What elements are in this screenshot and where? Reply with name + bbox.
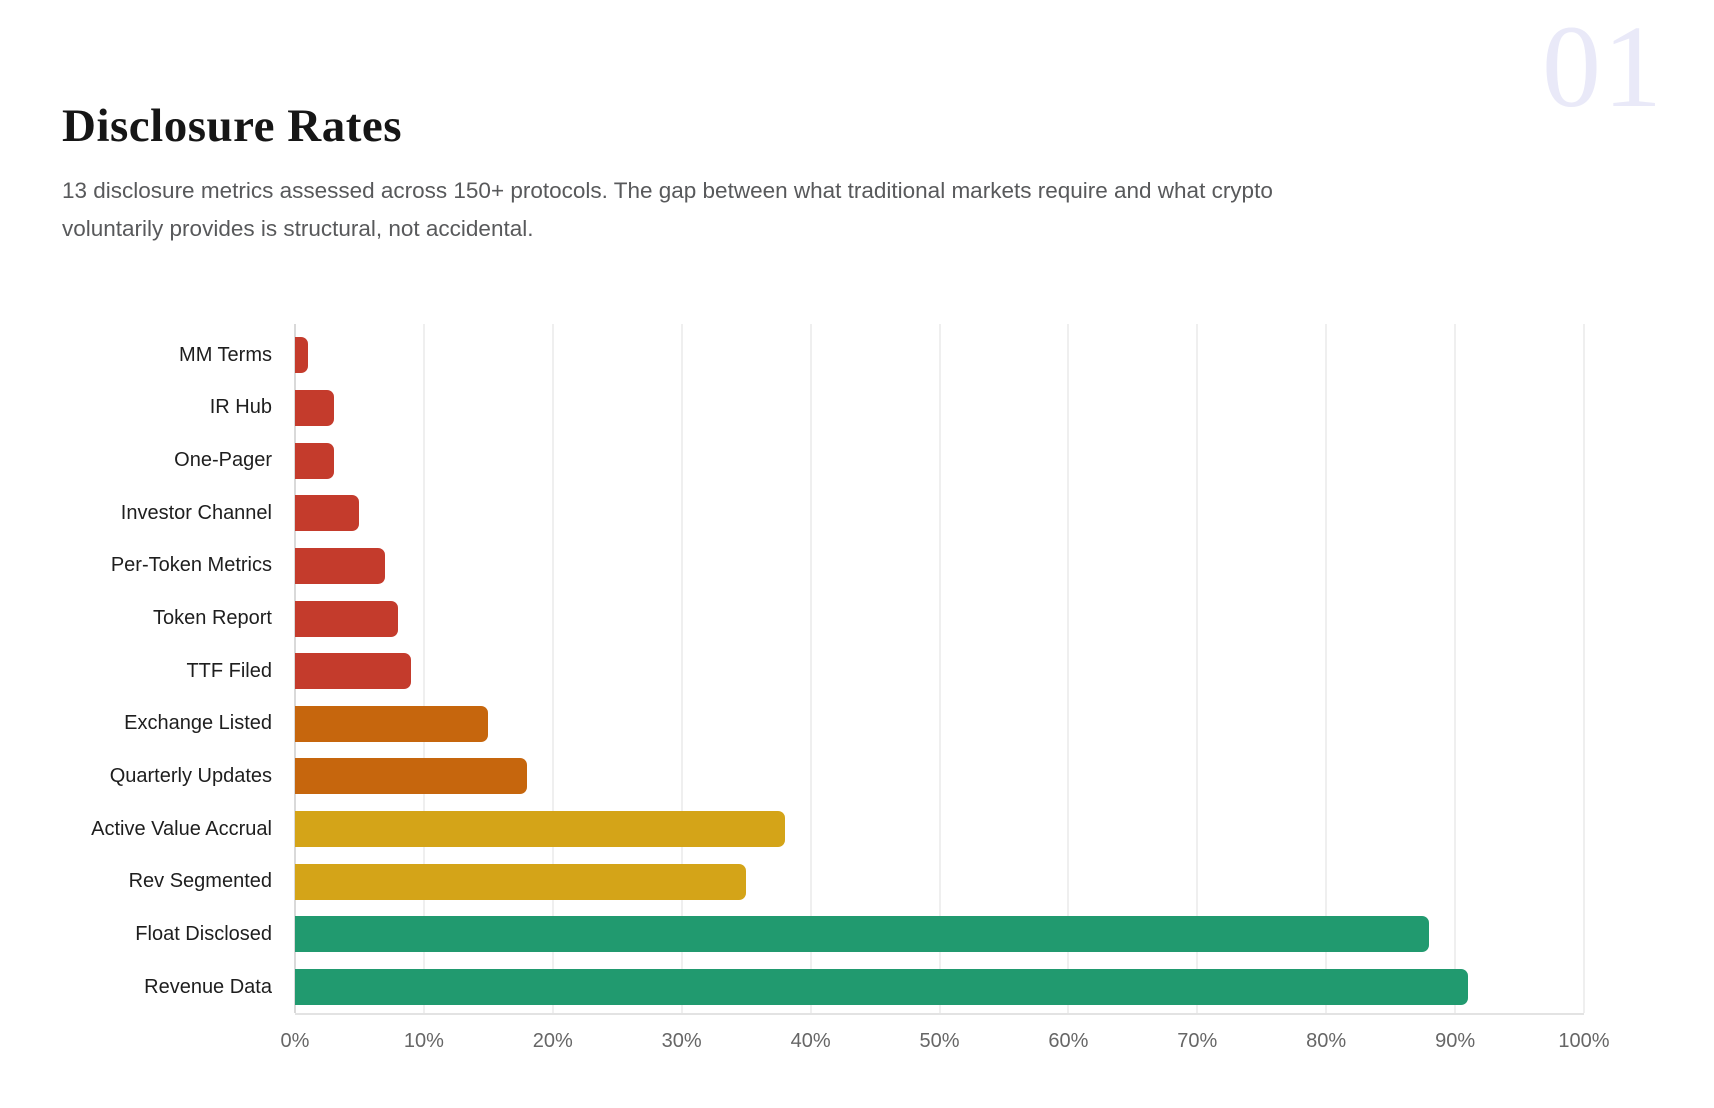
bar bbox=[295, 389, 334, 426]
page-subtitle: 13 disclosure metrics assessed across 15… bbox=[62, 177, 1273, 242]
category-label: Quarterly Updates bbox=[109, 764, 272, 787]
bar-row bbox=[295, 855, 1584, 908]
bar-row bbox=[295, 697, 1584, 750]
gridline bbox=[551, 324, 554, 1013]
gridline bbox=[809, 324, 812, 1013]
bar-row bbox=[295, 540, 1584, 593]
bar bbox=[295, 495, 360, 532]
x-tick-label: 30% bbox=[661, 1030, 702, 1052]
bar bbox=[295, 442, 334, 479]
category-label: IR Hub bbox=[209, 396, 272, 419]
bar bbox=[295, 547, 386, 584]
bar bbox=[295, 653, 411, 690]
category-label: Investor Channel bbox=[120, 501, 272, 524]
bar-row bbox=[295, 382, 1584, 435]
x-tick-label: 20% bbox=[532, 1030, 573, 1052]
gridline bbox=[1325, 324, 1328, 1013]
bar-chart-plot-area bbox=[294, 324, 1585, 1015]
x-tick-label: 70% bbox=[1177, 1030, 1218, 1052]
page-title: Disclosure Rates bbox=[62, 100, 403, 153]
x-tick-label: 10% bbox=[403, 1030, 444, 1052]
x-tick-label: 40% bbox=[790, 1030, 831, 1052]
bar-row bbox=[295, 750, 1584, 803]
x-tick-label: 50% bbox=[919, 1030, 960, 1052]
section-number: 01 bbox=[1542, 1, 1664, 132]
bar bbox=[295, 863, 747, 900]
bar bbox=[295, 969, 1468, 1005]
gridline bbox=[1454, 324, 1457, 1013]
bar-row bbox=[295, 329, 1584, 382]
category-label: One-Pager bbox=[174, 449, 272, 472]
category-label: Active Value Accrual bbox=[91, 817, 272, 840]
x-tick-label: 60% bbox=[1048, 1030, 1089, 1052]
bar-row bbox=[295, 645, 1584, 698]
gridline bbox=[680, 324, 683, 1013]
bar-row bbox=[295, 908, 1584, 961]
category-label: Float Disclosed bbox=[135, 922, 272, 945]
bar bbox=[295, 916, 1430, 953]
category-label: Revenue Data bbox=[144, 975, 272, 998]
category-label: Token Report bbox=[153, 607, 272, 630]
bar-row bbox=[295, 961, 1584, 1014]
bar bbox=[295, 600, 399, 637]
gridline bbox=[938, 324, 941, 1013]
x-tick-label: 90% bbox=[1435, 1030, 1476, 1052]
bar-chart-category-labels: MM Terms IR Hub One-Pager Investor Channel P… bbox=[0, 329, 272, 1013]
bar-row bbox=[295, 434, 1584, 487]
gridline bbox=[422, 324, 425, 1013]
x-tick-label: 80% bbox=[1306, 1030, 1347, 1052]
gridline bbox=[1196, 324, 1199, 1013]
bar-row bbox=[295, 803, 1584, 856]
category-label: Per-Token Metrics bbox=[110, 554, 272, 577]
gridline bbox=[1583, 324, 1585, 1013]
category-label: MM Terms bbox=[179, 343, 272, 366]
bar-row bbox=[295, 487, 1584, 540]
x-axis-tick-labels: 0% 10% 20% 30% 40% 50% 60% 70% 80% 90% 100% bbox=[281, 1030, 1610, 1060]
bar bbox=[295, 337, 308, 374]
category-label: TTF Filed bbox=[186, 659, 272, 682]
bar bbox=[295, 811, 785, 848]
x-tick-label: 100% bbox=[1558, 1030, 1610, 1052]
bar-row bbox=[295, 592, 1584, 645]
x-tick-label: 0% bbox=[280, 1030, 310, 1052]
gridline bbox=[1067, 324, 1070, 1013]
bar bbox=[295, 705, 489, 742]
category-label: Rev Segmented bbox=[128, 870, 272, 893]
category-label: Exchange Listed bbox=[124, 712, 272, 735]
bar bbox=[295, 758, 528, 795]
